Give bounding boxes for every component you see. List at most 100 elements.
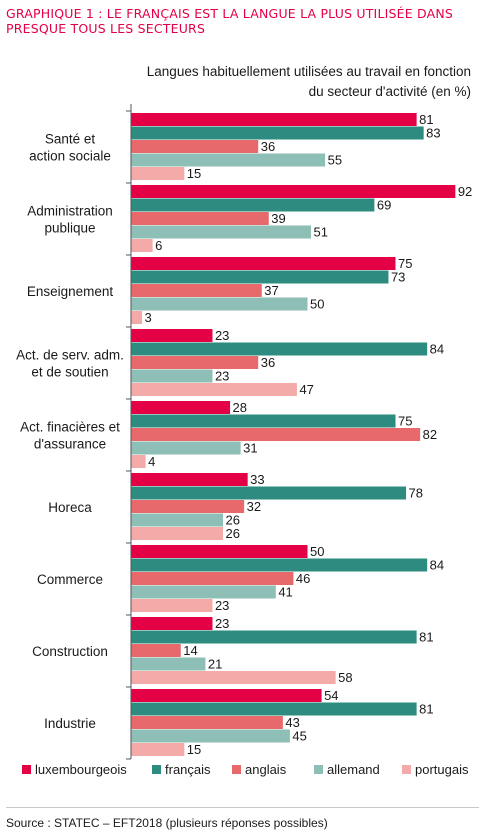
bar-anglais [131,140,259,153]
data-label: 31 [243,441,257,456]
bar-français [131,630,417,644]
chart-subtitle: Langues habituellement utilisées au trav… [91,62,471,102]
data-label: 15 [187,742,201,757]
bar-français [131,486,407,500]
category-label: d'assurance [34,437,106,452]
data-label: 92 [458,184,472,199]
category-label: Administration [27,204,113,219]
data-label: 3 [145,310,152,325]
data-label: 81 [419,112,433,127]
bar-anglais [131,428,421,441]
legend-swatch-portugais [402,765,411,774]
chart-title: GRAPHIQUE 1 : LE FRANÇAIS EST LA LANGUE … [6,6,454,36]
legend-label: français [165,762,211,777]
data-label: 4 [148,454,155,469]
bar-anglais [131,572,294,585]
bar-anglais [131,356,259,369]
data-label: 15 [187,166,201,181]
data-label: 81 [419,702,433,717]
bar-luxembourgeois [131,689,322,702]
data-label: 23 [215,598,229,613]
category-label: Industrie [44,716,96,731]
data-label: 28 [233,400,247,415]
bar-français [131,414,396,428]
bar-portugais [131,671,336,684]
bar-français [131,702,417,716]
data-label: 75 [398,414,412,429]
data-label: 32 [247,499,261,514]
data-label: 46 [296,571,310,586]
data-label: 50 [310,544,324,559]
data-label: 58 [338,670,352,685]
data-label: 23 [215,616,229,631]
category-label: Act. finacières et [20,420,120,435]
data-label: 39 [271,211,285,226]
data-label: 33 [250,472,264,487]
bar-français [131,558,428,572]
data-label: 54 [324,688,338,703]
data-label: 43 [285,715,299,730]
bar-portugais [131,527,224,540]
category-label: Act. de serv. adm. [16,348,124,363]
data-label: 84 [430,558,444,573]
bar-allemand [131,225,312,239]
bar-anglais [131,716,283,729]
legend-label: luxembourgeois [35,762,127,777]
bar-allemand [131,657,206,671]
bar-luxembourgeois [131,401,231,414]
category-label: Enseignement [27,284,114,299]
bar-allemand [131,585,276,599]
source-note: Source : STATEC – EFT2018 (plusieurs rép… [6,816,328,830]
legend-label: anglais [245,762,287,777]
bar-allemand [131,513,224,527]
legend-swatch-français [152,765,161,774]
data-label: 36 [261,139,275,154]
data-label: 82 [423,427,437,442]
bar-luxembourgeois [131,617,213,630]
bar-allemand [131,153,326,167]
legend-label: portugais [415,762,469,777]
bar-français [131,342,428,356]
data-label: 26 [226,513,240,528]
data-label: 81 [419,630,433,645]
data-label: 37 [264,283,278,298]
bar-allemand [131,729,290,743]
data-label: 36 [261,355,275,370]
bar-portugais [131,383,297,396]
data-label: 14 [183,643,197,658]
data-label: 41 [278,585,292,600]
bar-luxembourgeois [131,545,308,558]
bar-luxembourgeois [131,257,396,270]
bar-portugais [131,743,185,756]
category-label: Santé et [45,132,96,147]
bar-portugais [131,599,213,612]
data-label: 45 [292,729,306,744]
data-label: 6 [155,238,162,253]
category-label: action sociale [29,149,111,164]
bar-anglais [131,644,181,657]
legend-swatch-luxembourgeois [22,765,31,774]
data-label: 23 [215,328,229,343]
data-label: 51 [314,225,328,240]
category-label: et de soutien [31,365,108,380]
bar-luxembourgeois [131,185,456,198]
bar-français [131,198,375,212]
data-label: 47 [299,382,313,397]
bar-portugais [131,455,146,468]
bar-allemand [131,369,213,383]
data-label: 78 [409,486,423,501]
data-label: 84 [430,342,444,357]
subtitle-line-1: Langues habituellement utilisées au trav… [146,64,471,79]
bar-luxembourgeois [131,473,248,486]
category-label: Commerce [37,572,103,587]
data-label: 23 [215,369,229,384]
category-label: Construction [32,644,108,659]
legend-swatch-allemand [314,765,323,774]
bar-anglais [131,500,245,513]
bar-français [131,126,424,140]
bar-portugais [131,167,185,180]
data-label: 69 [377,198,391,213]
bar-allemand [131,297,308,311]
data-label: 83 [426,126,440,141]
